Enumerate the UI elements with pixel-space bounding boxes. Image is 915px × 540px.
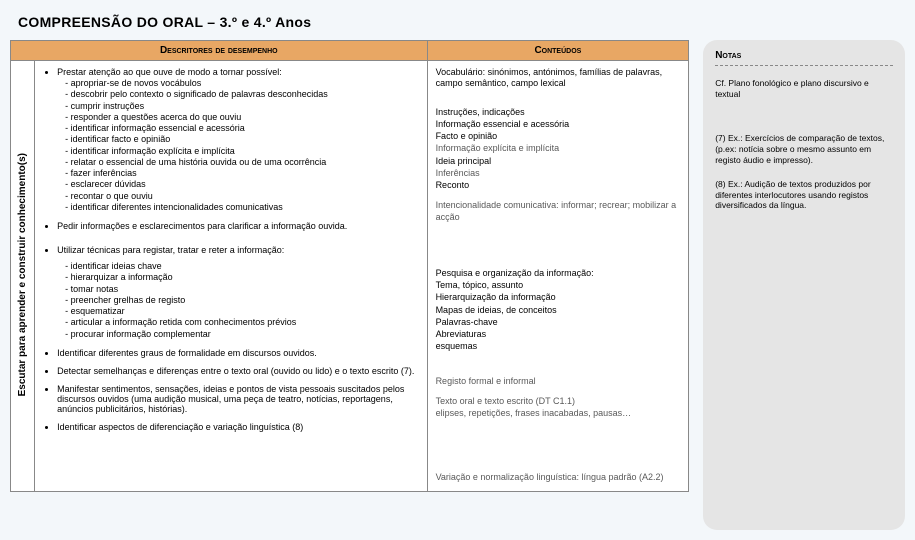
desc-b3-i6: - articular a informação retida com conh… <box>65 317 418 328</box>
cont-c15: Abreviaturas <box>436 329 681 340</box>
cont-c8: Reconto <box>436 180 681 191</box>
desc-b3-i3: - tomar notas <box>65 284 418 295</box>
desc-b1-i4: - responder a questões acerca do que ouv… <box>65 112 418 123</box>
cont-c11: Tema, tópico, assunto <box>436 280 681 291</box>
desc-b1-i6: - identificar facto e opinião <box>65 134 418 145</box>
note-2: (7) Ex.: Exercícios de comparação de tex… <box>715 133 893 165</box>
cont-c1: Vocabulário: sinónimos, antónimos, famíl… <box>436 67 681 90</box>
desc-block-1: Prestar atenção ao que ouve de modo a to… <box>57 67 418 213</box>
cont-c2: Instruções, indicações <box>436 107 681 118</box>
descritores-cell: Prestar atenção ao que ouve de modo a to… <box>35 61 427 492</box>
cont-c13: Mapas de ideias, de conceitos <box>436 305 681 316</box>
cont-c6: Ideia principal <box>436 156 681 167</box>
cont-c4: Facto e opinião <box>436 131 681 142</box>
side-label: Escutar para aprender e construir conhec… <box>15 145 30 404</box>
note-3: (8) Ex.: Audição de textos produzidos po… <box>715 179 893 211</box>
desc-b3-i2: - hierarquizar a informação <box>65 272 418 283</box>
desc-b1-i10: - esclarecer dúvidas <box>65 179 418 190</box>
desc-b1-head: Prestar atenção ao que ouve de modo a to… <box>57 67 282 77</box>
desc-b1-i12: - identificar diferentes intencionalidad… <box>65 202 418 213</box>
desc-b3-i7: - procurar informação complementar <box>65 329 418 340</box>
cont-c14: Palavras-chave <box>436 317 681 328</box>
desc-b1-i2: - descobrir pelo contexto o significado … <box>65 89 418 100</box>
desc-b1-i3: - cumprir instruções <box>65 101 418 112</box>
cont-c10: Pesquisa e organização da informação: <box>436 268 681 279</box>
page-title: COMPREENSÃO DO ORAL – 3.º e 4.º Anos <box>18 14 905 30</box>
cont-c5: Informação explícita e implícita <box>436 143 681 154</box>
cont-c12: Hierarquização da informação <box>436 292 681 303</box>
desc-b3-i1: - identificar ideias chave <box>65 261 418 272</box>
conteudos-cell: Vocabulário: sinónimos, antónimos, famíl… <box>427 61 689 492</box>
desc-b4: Identificar diferentes graus de formalid… <box>57 348 418 358</box>
desc-b3-head: Utilizar técnicas para registar, tratar … <box>57 245 284 255</box>
main-table: Descritores de desempenho Conteúdos Escu… <box>10 40 689 492</box>
cont-c17: Registo formal e informal <box>436 376 681 387</box>
desc-b1-i9: - fazer inferências <box>65 168 418 179</box>
desc-block-3: Utilizar técnicas para registar, tratar … <box>57 245 418 340</box>
desc-b1-i8: - relatar o essencial de uma história ou… <box>65 157 418 168</box>
note-1: Cf. Plano fonológico e plano discursivo … <box>715 78 893 99</box>
cont-c3: Informação essencial e acessória <box>436 119 681 130</box>
cont-c19: elipses, repetições, frases inacabadas, … <box>436 408 681 419</box>
desc-b3-i4: - preencher grelhas de registo <box>65 295 418 306</box>
header-conteudos: Conteúdos <box>427 41 689 61</box>
desc-b1-i5: - identificar informação essencial e ace… <box>65 123 418 134</box>
desc-b2: Pedir informações e esclarecimentos para… <box>57 221 418 231</box>
desc-b5: Detectar semelhanças e diferenças entre … <box>57 366 418 376</box>
side-label-cell: Escutar para aprender e construir conhec… <box>11 61 35 492</box>
cont-c20: Variação e normalização linguística: lín… <box>436 472 681 483</box>
notes-divider <box>715 65 893 66</box>
cont-c7: Inferências <box>436 168 681 179</box>
desc-b7: Identificar aspectos de diferenciação e … <box>57 422 418 432</box>
cont-c16: esquemas <box>436 341 681 352</box>
desc-b6: Manifestar sentimentos, sensações, ideia… <box>57 384 418 414</box>
desc-b3-i5: - esquematizar <box>65 306 418 317</box>
notes-title: Notas <box>715 50 893 61</box>
header-descritores: Descritores de desempenho <box>11 41 428 61</box>
desc-b1-i11: - recontar o que ouviu <box>65 191 418 202</box>
cont-c9: Intencionalidade comunicativa: informar;… <box>436 200 681 223</box>
cont-c18: Texto oral e texto escrito (DT C1.1) <box>436 396 681 407</box>
desc-b1-i7: - identificar informação explícita e imp… <box>65 146 418 157</box>
desc-b1-i1: - apropriar-se de novos vocábulos <box>65 78 418 89</box>
notes-panel: Notas Cf. Plano fonológico e plano discu… <box>703 40 905 530</box>
layout: Descritores de desempenho Conteúdos Escu… <box>10 40 905 530</box>
